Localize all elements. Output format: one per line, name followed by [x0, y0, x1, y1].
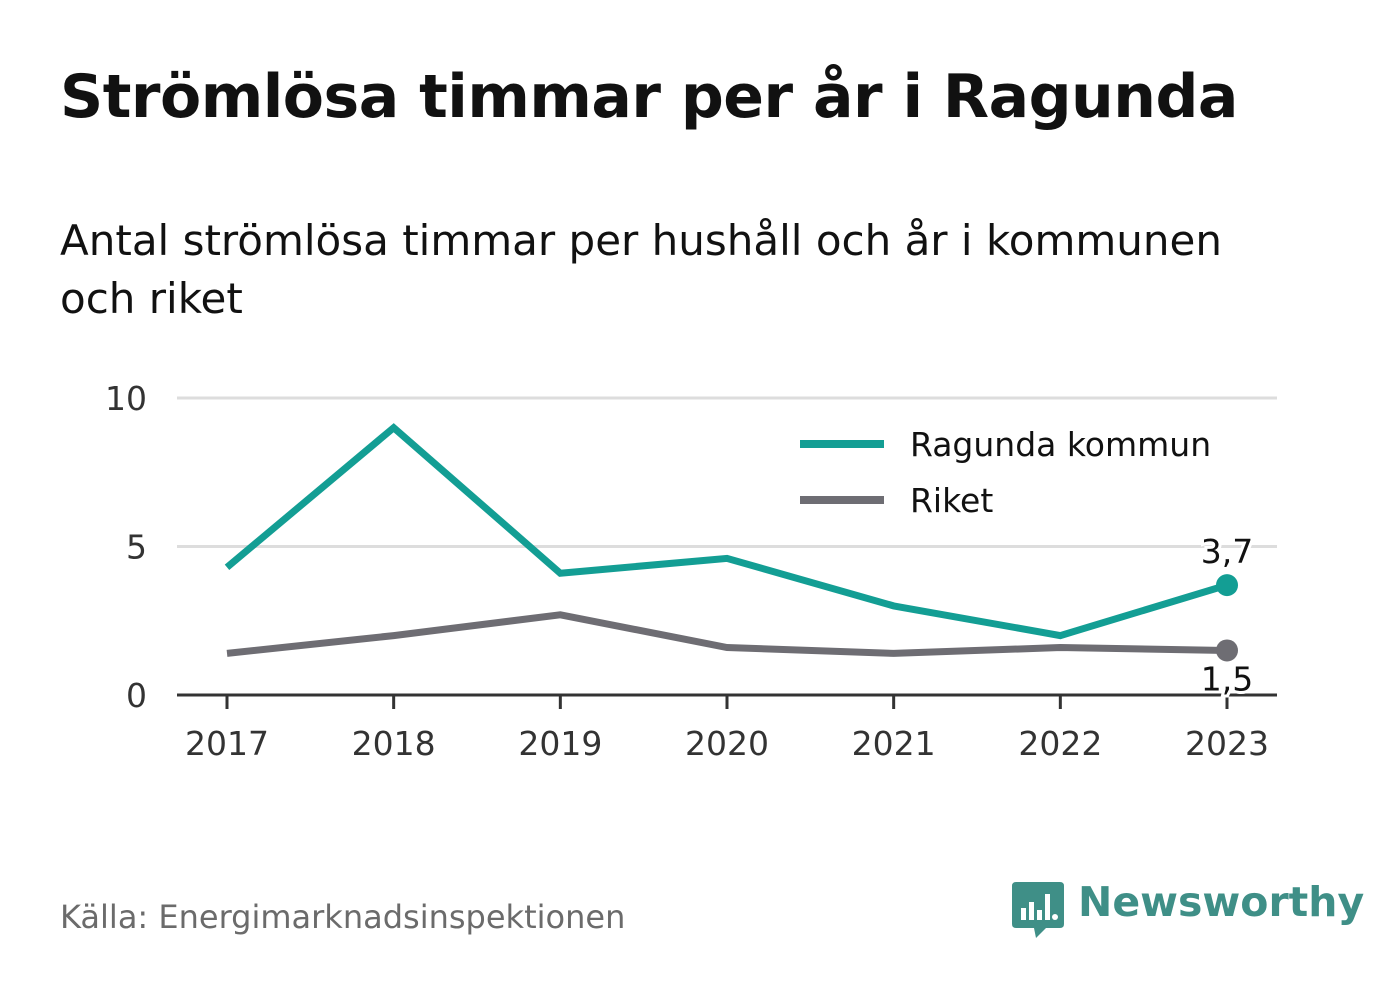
page-title: Strömlösa timmar per år i Ragunda — [60, 62, 1238, 132]
x-tick-label: 2021 — [852, 724, 936, 763]
x-tick-label: 2020 — [685, 724, 769, 763]
data-label: 1,5 — [1201, 659, 1253, 698]
source-note: Källa: Energimarknadsinspektionen — [60, 898, 626, 936]
y-tick-label: 10 — [105, 379, 147, 418]
newsworthy-logo-icon — [1012, 882, 1064, 938]
brand-logo: Newsworthy — [1010, 878, 1364, 942]
series-line-riket — [226, 611, 1228, 657]
y-tick-label: 5 — [126, 528, 147, 567]
series-end-point — [1216, 574, 1238, 597]
series-end-point — [1216, 639, 1238, 662]
brand-name: Newsworthy — [1078, 878, 1365, 926]
x-tick-label: 2017 — [185, 724, 269, 763]
y-tick-label: 0 — [126, 676, 147, 715]
x-tick-label: 2018 — [352, 724, 436, 763]
chart-subtitle: Antal strömlösa timmar per hushåll och å… — [60, 216, 1222, 323]
legend-label: Riket — [910, 481, 993, 520]
data-label: 3,7 — [1201, 532, 1253, 571]
x-tick-label: 2023 — [1185, 724, 1269, 763]
x-tick-label: 2022 — [1018, 724, 1102, 763]
series-line-ragunda — [224, 423, 1229, 640]
legend-label: Ragunda kommun — [910, 425, 1211, 464]
x-tick-label: 2019 — [518, 724, 602, 763]
